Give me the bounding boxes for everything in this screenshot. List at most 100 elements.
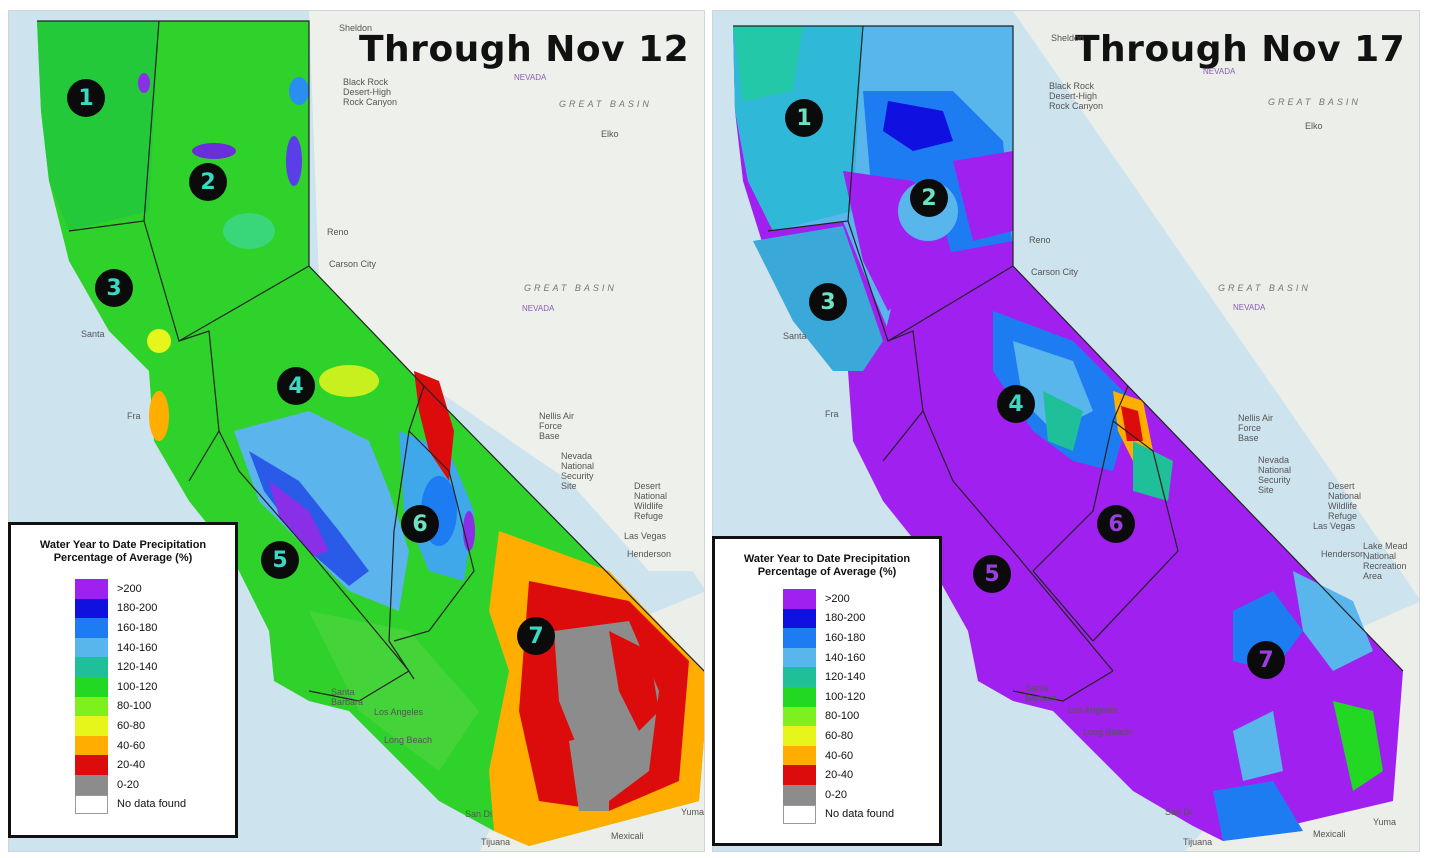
- legend-swatch: [75, 696, 108, 717]
- precipitation-map-nov17: [713, 11, 1419, 851]
- legend-item: 160-180: [783, 628, 939, 648]
- region-marker-6: 6: [401, 505, 439, 543]
- place-label: Sheldon: [339, 23, 373, 33]
- legend-label: 0-20: [825, 788, 848, 801]
- legend-item: 120-140: [783, 667, 939, 687]
- place-label: Yuma: [681, 807, 705, 817]
- place-label: Desert National Wildlife Refuge: [1328, 481, 1362, 521]
- legend-swatch: [75, 676, 108, 697]
- legend-item: 0-20: [75, 774, 235, 795]
- legend-swatch: [75, 774, 108, 795]
- place-label: San Di: [1165, 807, 1193, 817]
- legend-title-line2: Percentage of Average (%): [53, 552, 193, 564]
- place-label: NEVADA: [1233, 303, 1266, 312]
- region-marker-6: 6: [1097, 505, 1135, 543]
- region-marker-7: 7: [517, 617, 555, 655]
- region-marker-1: 1: [785, 99, 823, 137]
- legend-label: 100-120: [825, 690, 866, 703]
- legend-label: 80-100: [117, 700, 152, 713]
- map-title: Through Nov 12: [359, 29, 690, 70]
- legend-nov12: Water Year to Date Precipitation Percent…: [8, 522, 238, 838]
- place-label: Los Angeles: [374, 707, 424, 717]
- legend-label: 40-60: [825, 749, 854, 762]
- legend-label: 160-180: [117, 621, 158, 634]
- legend-swatch: [783, 765, 816, 785]
- place-label: Reno: [327, 227, 349, 237]
- place-label: Long Beach: [384, 735, 433, 745]
- legend-label: >200: [825, 592, 850, 605]
- place-label: Elko: [601, 129, 619, 139]
- legend-label: 60-80: [825, 729, 854, 742]
- legend-swatch: [75, 716, 108, 736]
- place-label: Santa: [783, 331, 807, 341]
- legend-label: No data found: [825, 808, 895, 821]
- legend-swatch: [783, 726, 816, 746]
- map-panel-nov17: Through Nov 17 Sheldon NEVADA GREAT BASI…: [712, 10, 1420, 852]
- place-label: Long Beach: [1083, 727, 1132, 737]
- legend-label: 100-120: [117, 680, 158, 693]
- legend-item: 0-20: [783, 784, 939, 805]
- legend-item: 40-60: [783, 745, 939, 766]
- legend-label: 60-80: [117, 719, 146, 732]
- legend-label: 160-180: [825, 631, 866, 644]
- legend-label: 80-100: [825, 710, 860, 723]
- place-label: NEVADA: [1203, 67, 1236, 76]
- legend-item: 180-200: [75, 598, 235, 619]
- region-marker-3: 3: [95, 269, 133, 307]
- legend-item: 100-120: [783, 686, 939, 707]
- legend-item: No data found: [75, 794, 235, 815]
- legend-swatch: [783, 686, 816, 707]
- legend-items: >200 180-200 160-180 140-160 120-140 100…: [783, 589, 939, 825]
- place-label: Yuma: [1373, 817, 1397, 827]
- region-marker-7: 7: [1247, 641, 1285, 679]
- place-label: Nellis Air Force Base: [1238, 413, 1274, 443]
- place-label: Nevada National Security Site: [1258, 455, 1292, 495]
- place-label: Lake Mead National Recreation Area: [1363, 541, 1408, 581]
- legend-item: 140-160: [75, 637, 235, 658]
- legend-label: 120-140: [825, 671, 866, 684]
- legend-item: 180-200: [783, 608, 939, 629]
- legend-item: 60-80: [75, 716, 235, 736]
- legend-swatch: [75, 598, 108, 619]
- legend-swatch: [783, 784, 816, 805]
- place-label: Reno: [1029, 235, 1051, 245]
- legend-swatch: [75, 579, 108, 599]
- legend-item: 20-40: [75, 755, 235, 775]
- legend-swatch: [783, 804, 816, 825]
- legend-title: Water Year to Date Precipitation Percent…: [715, 553, 939, 579]
- legend-swatch: [783, 589, 816, 609]
- region-marker-5: 5: [973, 555, 1011, 593]
- place-label: GREAT BASIN: [559, 99, 652, 109]
- legend-label: 180-200: [117, 602, 158, 615]
- legend-item: 40-60: [75, 735, 235, 756]
- legend-swatch: [783, 647, 816, 668]
- legend-item: 160-180: [75, 618, 235, 638]
- place-label: Las Vegas: [624, 531, 667, 541]
- legend-item: 120-140: [75, 657, 235, 677]
- place-label: Nevada National Security Site: [561, 451, 595, 491]
- place-label: Fra: [825, 409, 839, 419]
- place-label: Sheldon: [1051, 33, 1085, 43]
- legend-item: 80-100: [75, 696, 235, 717]
- legend-nov17: Water Year to Date Precipitation Percent…: [712, 536, 942, 846]
- region-marker-1: 1: [67, 79, 105, 117]
- legend-title-line1: Water Year to Date Precipitation: [743, 553, 911, 565]
- place-label: GREAT BASIN: [524, 283, 617, 293]
- legend-item: 140-160: [783, 647, 939, 668]
- place-label: Santa Barbara: [331, 687, 364, 707]
- legend-item: >200: [783, 589, 939, 609]
- region-marker-5: 5: [261, 541, 299, 579]
- legend-title-line1: Water Year to Date Precipitation: [39, 539, 207, 551]
- place-label: NEVADA: [522, 304, 555, 313]
- place-label: Santa: [81, 329, 105, 339]
- legend-label: 20-40: [117, 759, 146, 772]
- place-label: Carson City: [1031, 267, 1079, 277]
- region-marker-4: 4: [277, 367, 315, 405]
- region-marker-3: 3: [809, 283, 847, 321]
- place-label: NEVADA: [514, 73, 547, 82]
- legend-swatch: [75, 637, 108, 658]
- legend-title-line2: Percentage of Average (%): [757, 566, 897, 578]
- place-label: Desert National Wildlife Refuge: [634, 481, 668, 521]
- legend-swatch: [75, 794, 108, 815]
- legend-label: 180-200: [825, 612, 866, 625]
